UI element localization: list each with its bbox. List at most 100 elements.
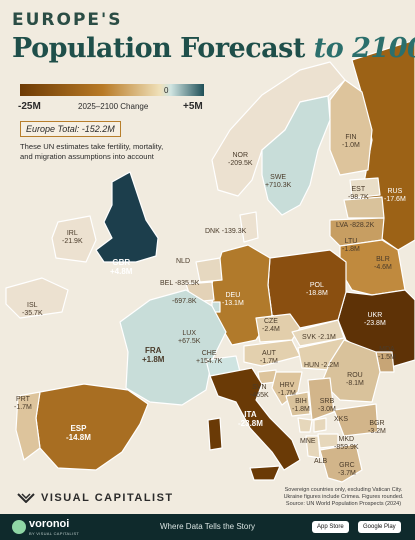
value-lva: -828.2K bbox=[349, 222, 375, 229]
label-fra: FRA +1.8M bbox=[142, 346, 164, 364]
code-bih: BIH bbox=[295, 398, 307, 405]
value-cze: -2.4M bbox=[262, 326, 280, 333]
value-pol: -18.8M bbox=[306, 290, 328, 297]
app-store-button[interactable]: App Store bbox=[312, 521, 349, 533]
europe-total: Europe Total: -152.2M bbox=[20, 121, 121, 137]
region-ukr bbox=[337, 289, 415, 369]
code-fra: FRA bbox=[145, 346, 162, 355]
description: These UN estimates take fertility, morta… bbox=[20, 142, 164, 161]
value-che: +154.7K bbox=[196, 358, 223, 365]
region-isl bbox=[5, 277, 69, 319]
brand-name: VISUAL CAPITALIST bbox=[41, 492, 174, 504]
code-ukr: UKR bbox=[367, 312, 383, 319]
voronoi-logo-icon bbox=[12, 520, 26, 534]
label-lva: LVA -828.2K bbox=[336, 222, 374, 230]
region-ita-sicily bbox=[249, 465, 281, 481]
value-dnk: -139.3K bbox=[221, 228, 247, 235]
label-xks: XKS bbox=[334, 416, 348, 424]
region-aut bbox=[243, 339, 301, 367]
label-bel: BEL -835.5K bbox=[160, 280, 199, 288]
code-rus: RUS bbox=[387, 188, 403, 195]
region-irl bbox=[51, 215, 97, 263]
label-bih: BIH -1.8M bbox=[292, 398, 310, 414]
code-svk: SVK bbox=[302, 334, 317, 341]
region-grc bbox=[319, 443, 363, 483]
region-bgr bbox=[333, 403, 379, 437]
brand: VISUAL CAPITALIST bbox=[17, 492, 174, 504]
label-nor: NOR -209.5K bbox=[228, 152, 253, 168]
label-che: CHE +154.7K bbox=[196, 350, 222, 366]
label-isl: ISL -35.7K bbox=[22, 302, 43, 318]
label-mda: MDA -1.5M bbox=[378, 346, 396, 362]
title-text: Population Forecast bbox=[12, 33, 305, 64]
value-lux: +67.5K bbox=[178, 338, 201, 345]
label-ukr: UKR -23.8M bbox=[364, 312, 386, 328]
code-gbr: GBR bbox=[112, 258, 131, 267]
region-prt bbox=[15, 391, 41, 461]
legend-gradient bbox=[20, 84, 204, 96]
value-mda: -1.5M bbox=[378, 354, 396, 361]
value-nor: -209.5K bbox=[228, 160, 253, 167]
legend-label: 2025–2100 Change bbox=[78, 102, 149, 111]
value-bgr: -3.2M bbox=[368, 428, 386, 435]
value-blr: -4.6M bbox=[374, 264, 392, 271]
label-esp: ESP -14.8M bbox=[66, 424, 91, 442]
label-aut: AUT -1.7M bbox=[260, 350, 278, 366]
region-ita-sardinia bbox=[207, 417, 223, 451]
region-gbr bbox=[95, 171, 159, 263]
label-mkd: MKD -859.9K bbox=[334, 436, 359, 452]
label-deu: DEU -13.1M bbox=[222, 292, 244, 308]
code-srb: SRB bbox=[319, 398, 335, 405]
value-ltu: -1.8M bbox=[342, 246, 360, 253]
label-dnk: DNK -139.3K bbox=[205, 228, 246, 236]
value-bel: -835.5K bbox=[174, 280, 200, 287]
region-alb bbox=[305, 435, 321, 459]
value-rus: -17.6M bbox=[384, 196, 406, 203]
legend-zero: 0 bbox=[164, 86, 169, 95]
region-nld bbox=[195, 257, 223, 283]
label-grc: GRC -3.7M bbox=[338, 462, 356, 478]
code-lux: LUX bbox=[182, 330, 196, 337]
footer-bar: voronoi BY VISUAL CAPITALIST Where Data … bbox=[0, 514, 415, 540]
code-esp: ESP bbox=[70, 424, 87, 433]
value-extra: -697.8K bbox=[172, 298, 197, 305]
code-cze: CZE bbox=[263, 318, 278, 325]
footer-tagline: Where Data Tells the Story bbox=[160, 522, 256, 531]
code-hun: HUN bbox=[304, 362, 320, 369]
label-cze: CZE -2.4M bbox=[262, 318, 280, 334]
label-swe: SWE +710.3K bbox=[265, 174, 291, 190]
label-alb: ALB bbox=[314, 458, 327, 466]
region-ita bbox=[209, 367, 301, 471]
code-aut: AUT bbox=[261, 350, 276, 357]
code-xks: XKS bbox=[334, 416, 349, 423]
code-prt: PRT bbox=[16, 396, 30, 403]
code-hrv: HRV bbox=[279, 382, 295, 389]
region-srb bbox=[307, 377, 335, 421]
code-dnk: DNK bbox=[205, 228, 220, 235]
title-tail: to 2100 bbox=[313, 33, 415, 64]
label-fin: FIN -1.0M bbox=[342, 134, 360, 150]
value-gbr: +4.8M bbox=[110, 267, 133, 276]
code-che: CHE bbox=[201, 350, 217, 357]
region-fin bbox=[329, 79, 373, 176]
label-lux: LUX +67.5K bbox=[178, 330, 200, 346]
value-irl: -21.9K bbox=[62, 238, 83, 245]
code-fin: FIN bbox=[345, 134, 357, 141]
region-est bbox=[349, 177, 381, 199]
region-xks bbox=[313, 417, 327, 433]
label-svk: SVK -2.1M bbox=[302, 334, 336, 342]
value-bih: -1.8M bbox=[292, 406, 310, 413]
google-play-button[interactable]: Google Play bbox=[358, 521, 401, 533]
code-deu: DEU bbox=[225, 292, 241, 299]
footer-sub: BY VISUAL CAPITALIST bbox=[29, 531, 80, 536]
code-mne: MNE bbox=[300, 438, 316, 445]
source-note: Sovereign countries only, excluding Vati… bbox=[283, 487, 404, 507]
label-nld: NLD bbox=[176, 258, 190, 266]
code-bel: BEL bbox=[160, 280, 173, 287]
region-dnk bbox=[239, 211, 259, 243]
region-mkd bbox=[317, 433, 339, 449]
label-rou: ROU -8.1M bbox=[346, 372, 364, 388]
code-pol: POL bbox=[309, 282, 324, 289]
value-svk: -2.1M bbox=[317, 334, 336, 341]
value-grc: -3.7M bbox=[338, 470, 356, 477]
